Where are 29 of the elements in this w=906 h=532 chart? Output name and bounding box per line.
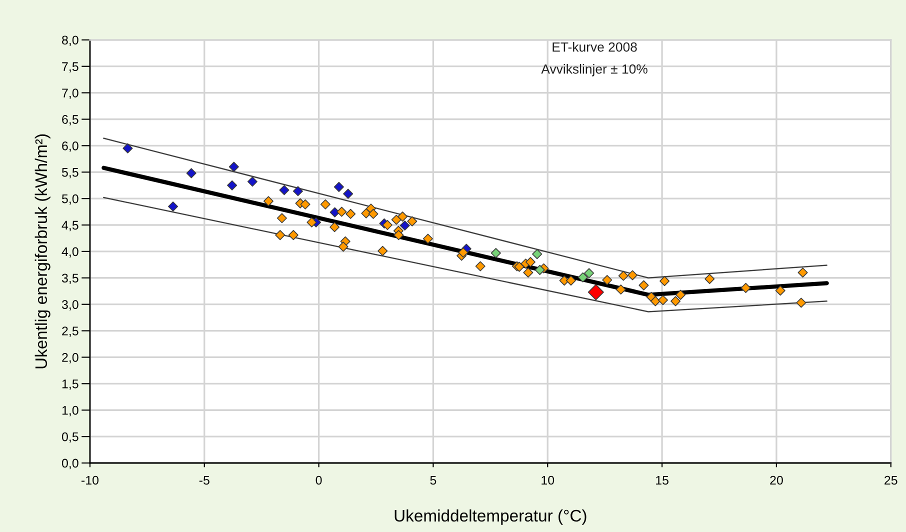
x-tick-label: 20 <box>770 476 783 485</box>
annotation: ET-kurve 2008 <box>552 42 637 52</box>
y-tick-label: 3,0 <box>62 300 78 310</box>
annotation: Avvikslinjer ± 10% <box>541 64 648 76</box>
y-tick-label: 6,5 <box>62 115 78 126</box>
x-tick-label: 10 <box>542 476 554 485</box>
y-tick-label: 8,0 <box>62 36 78 46</box>
y-tick-label: 4,0 <box>62 247 78 258</box>
y-tick-label: 5,0 <box>62 194 78 205</box>
y-tick-label: 3,5 <box>62 274 78 284</box>
x-tick-label: 15 <box>656 476 668 485</box>
y-tick-label: 1,5 <box>62 380 78 390</box>
y-tick-label: 0,0 <box>62 458 78 470</box>
y-tick-label: 2,0 <box>62 353 78 364</box>
y-axis-title: Ukentlig energiforbruk (kWh/m²) <box>34 134 50 368</box>
y-tick-label: 1,0 <box>62 406 78 416</box>
y-tick-label: 6,0 <box>62 141 78 152</box>
x-tick-label: -10 <box>81 476 99 485</box>
y-tick-label: 7,5 <box>62 62 78 72</box>
y-tick-label: 4,5 <box>62 220 78 232</box>
x-tick-label: 25 <box>884 476 898 485</box>
y-tick-label: 2,5 <box>62 326 78 337</box>
y-tick-label: 7,0 <box>62 88 78 99</box>
x-tick-label: 5 <box>430 476 436 485</box>
x-axis-title: Ukemiddeltemperatur (°C) <box>394 509 586 525</box>
y-tick-label: 5,5 <box>62 168 78 178</box>
x-tick-label: -5 <box>199 476 210 485</box>
x-tick-label: 0 <box>316 476 322 485</box>
y-tick-label: 0,5 <box>62 432 78 443</box>
